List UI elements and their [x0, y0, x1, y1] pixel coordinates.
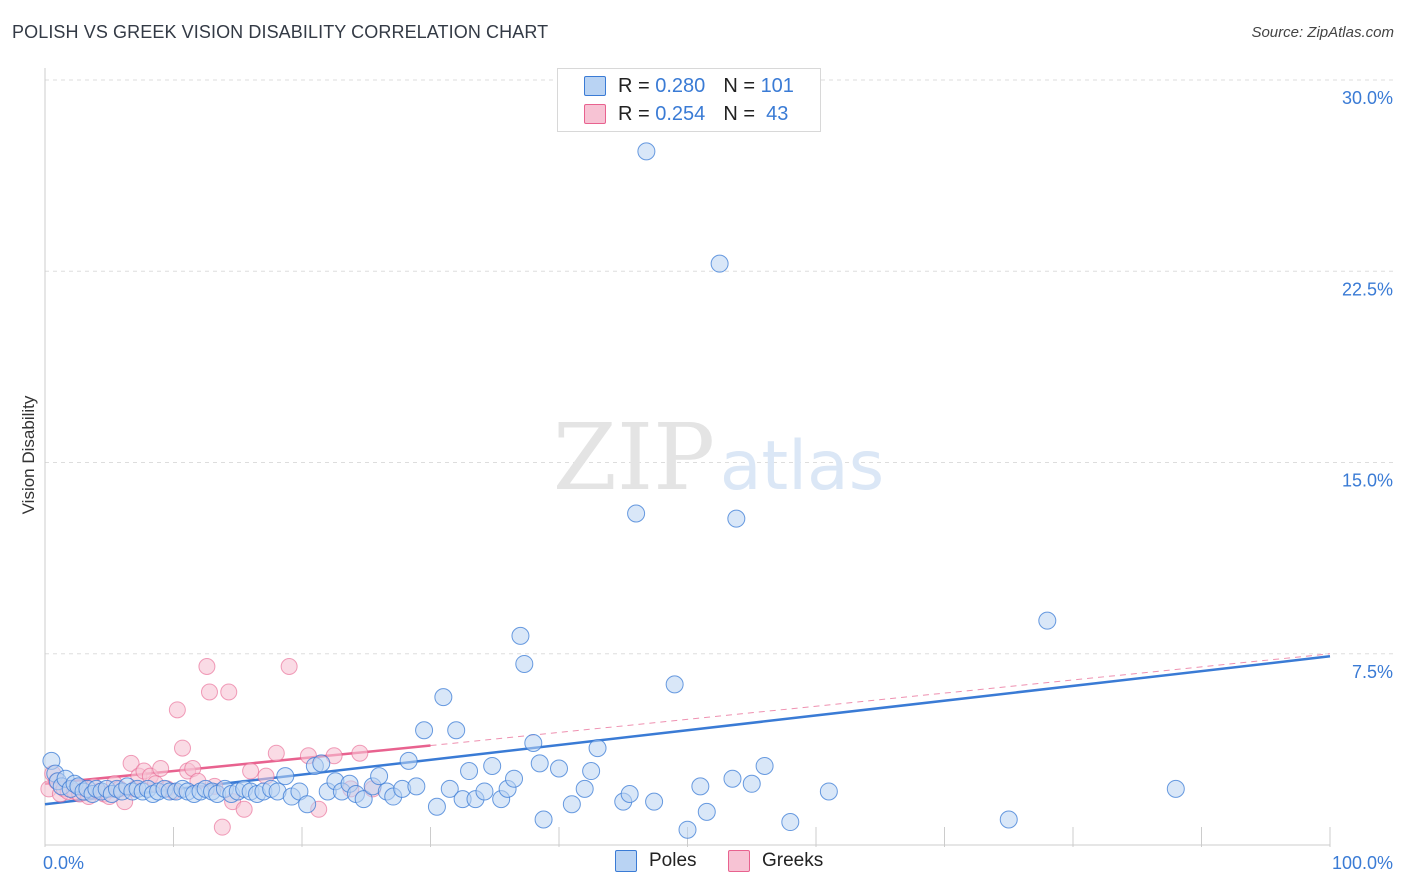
- poles-point: [742, 774, 761, 793]
- poles-point: [819, 782, 838, 801]
- poles-point: [691, 777, 710, 796]
- poles-point: [710, 254, 729, 273]
- poles-point: [440, 779, 459, 798]
- greeks-legend-swatch: [728, 850, 750, 872]
- greeks-point: [242, 762, 260, 780]
- poles-point: [723, 769, 742, 788]
- greeks-point: [280, 658, 298, 675]
- greeks-r-value: 0.254: [655, 102, 706, 125]
- poles-point: [447, 721, 466, 740]
- poles-point: [588, 739, 607, 758]
- poles-point: [434, 688, 453, 707]
- greeks-point: [220, 683, 238, 701]
- poles-point: [582, 762, 601, 781]
- poles-point: [999, 810, 1018, 829]
- greeks-point: [235, 800, 253, 818]
- poles-point: [620, 785, 639, 803]
- trendlines: [44, 653, 1331, 806]
- greeks-point: [168, 701, 186, 719]
- greeks-point: [267, 744, 285, 762]
- poles-legend-label: Poles: [649, 850, 697, 871]
- poles-point: [727, 509, 746, 528]
- poles-point: [515, 654, 534, 673]
- poles-point: [665, 675, 684, 694]
- poles-swatch: [584, 76, 606, 96]
- greeks-point: [200, 683, 218, 701]
- poles-point: [645, 792, 664, 811]
- tick-labels: 7.5% 15.0% 22.5% 30.0% 0.0% 100.0%: [43, 88, 1393, 873]
- poles-points: [42, 142, 1185, 839]
- watermark-zip: ZIP: [553, 404, 715, 511]
- watermark: ZIP atlas: [553, 404, 884, 511]
- poles-point: [562, 795, 581, 814]
- poles-n-label: N =: [723, 74, 755, 97]
- x-tick-label: 0.0%: [43, 853, 84, 873]
- legend-row-greeks: R = 0.254 N = 43: [584, 101, 788, 127]
- greeks-trendline-extension: [430, 653, 1331, 747]
- greeks-point: [351, 744, 369, 762]
- greeks-point: [152, 760, 170, 777]
- poles-point: [1166, 779, 1185, 798]
- greeks-points: [40, 658, 382, 836]
- greeks-point: [198, 658, 216, 675]
- poles-point: [399, 751, 418, 770]
- series-legend: Poles Greeks: [0, 850, 1406, 878]
- greeks-point: [213, 818, 231, 836]
- watermark-atlas: atlas: [720, 427, 884, 506]
- chart-title: POLISH VS GREEK VISION DISABILITY CORREL…: [12, 22, 549, 42]
- poles-point: [678, 820, 697, 839]
- poles-point: [415, 721, 434, 740]
- poles-n-value: 101: [760, 74, 794, 97]
- poles-r-value: 0.280: [655, 74, 706, 97]
- y-tick-label: 30.0%: [1342, 88, 1393, 108]
- correlation-legend: R = 0.280 N = 101 R = 0.254 N = 43: [557, 68, 821, 132]
- greeks-swatch: [584, 104, 606, 124]
- poles-trendline: [44, 655, 1331, 806]
- poles-point: [755, 756, 774, 775]
- poles-point: [1038, 611, 1057, 630]
- legend-item-poles[interactable]: Poles: [615, 850, 697, 872]
- poles-r-label: R =: [618, 74, 650, 97]
- poles-point: [550, 759, 568, 778]
- poles-point: [407, 777, 426, 796]
- poles-point: [627, 504, 646, 523]
- legend-item-greeks[interactable]: Greeks: [728, 850, 823, 872]
- greeks-r-label: R =: [618, 102, 650, 125]
- poles-point: [483, 756, 502, 775]
- poles-point: [697, 802, 716, 821]
- y-tick-label: 22.5%: [1342, 279, 1393, 299]
- axes: [44, 68, 1331, 847]
- poles-point: [298, 795, 317, 814]
- greeks-n-value: 43: [766, 102, 789, 125]
- poles-point: [460, 762, 479, 781]
- greeks-point: [325, 747, 343, 765]
- greeks-point: [122, 754, 140, 772]
- legend-row-poles: R = 0.280 N = 101: [584, 73, 794, 99]
- greeks-point: [173, 739, 191, 757]
- poles-point: [530, 754, 549, 773]
- greeks-n-label: N =: [723, 102, 755, 125]
- poles-point: [637, 142, 656, 161]
- y-tick-label: 15.0%: [1342, 471, 1393, 491]
- poles-point: [505, 769, 524, 788]
- y-tick-label: 7.5%: [1352, 662, 1393, 682]
- greeks-legend-label: Greeks: [762, 850, 824, 871]
- grid-lines: [45, 79, 1393, 655]
- poles-point: [781, 813, 800, 832]
- poles-point: [312, 754, 331, 773]
- poles-point: [475, 782, 494, 801]
- poles-point: [370, 767, 389, 786]
- poles-point: [511, 626, 530, 645]
- poles-point: [524, 734, 543, 752]
- poles-legend-swatch: [615, 850, 637, 872]
- poles-point: [276, 767, 295, 786]
- source-label: Source: ZipAtlas.com: [1251, 24, 1394, 41]
- poles-point: [354, 790, 373, 809]
- poles-point: [427, 797, 446, 816]
- poles-point: [575, 779, 594, 798]
- x-tick-label: 100.0%: [1332, 853, 1393, 873]
- poles-point: [534, 810, 553, 829]
